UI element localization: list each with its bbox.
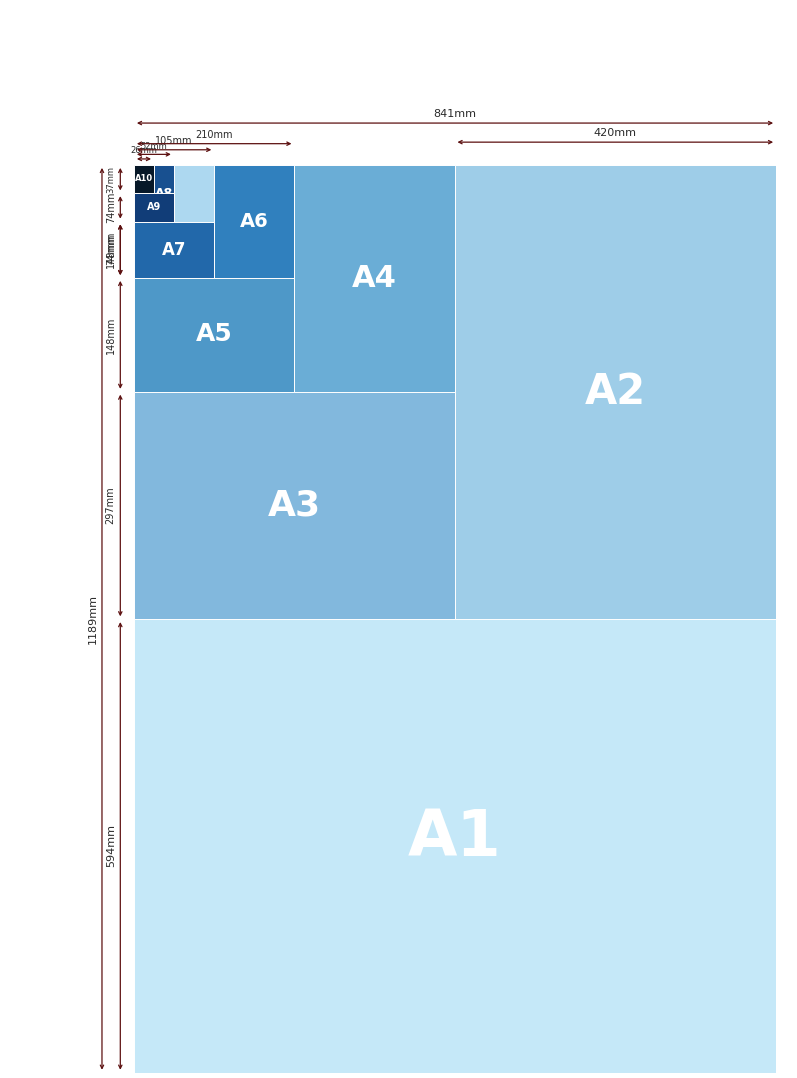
Text: 148mm: 148mm [106,231,116,268]
Text: A2: A2 [584,371,646,413]
Text: 594mm: 594mm [106,825,116,868]
Bar [134,619,776,1073]
Text: 1189mm: 1189mm [88,594,97,644]
Bar [134,222,214,278]
Text: 420mm: 420mm [594,128,637,138]
Text: 105mm: 105mm [155,136,193,146]
Text: A10: A10 [135,175,153,183]
Text: A0: A0 [393,516,463,562]
Text: A1: A1 [408,807,501,869]
Text: A3: A3 [268,488,321,523]
Text: A6: A6 [240,212,269,231]
Bar [134,391,454,619]
Text: 148mm: 148mm [106,316,116,354]
Text: A7: A7 [162,240,186,259]
Bar [214,165,294,278]
Bar [134,165,174,222]
Text: A4: A4 [352,263,397,292]
Text: 74mm: 74mm [106,192,116,223]
Text: A9: A9 [147,202,161,212]
Bar [134,165,154,193]
Text: A5: A5 [196,322,233,346]
Text: 52mm: 52mm [140,141,167,151]
Bar [294,165,454,391]
Bar [454,165,776,619]
Text: 210mm: 210mm [195,129,233,140]
Text: 841mm: 841mm [434,109,477,120]
Bar [134,193,174,222]
Text: A8: A8 [155,186,173,199]
Text: 297mm: 297mm [106,486,116,524]
Text: 74mm: 74mm [106,234,116,265]
Bar [134,278,294,391]
Text: 26mm: 26mm [131,147,157,155]
Text: 37mm: 37mm [107,166,116,193]
